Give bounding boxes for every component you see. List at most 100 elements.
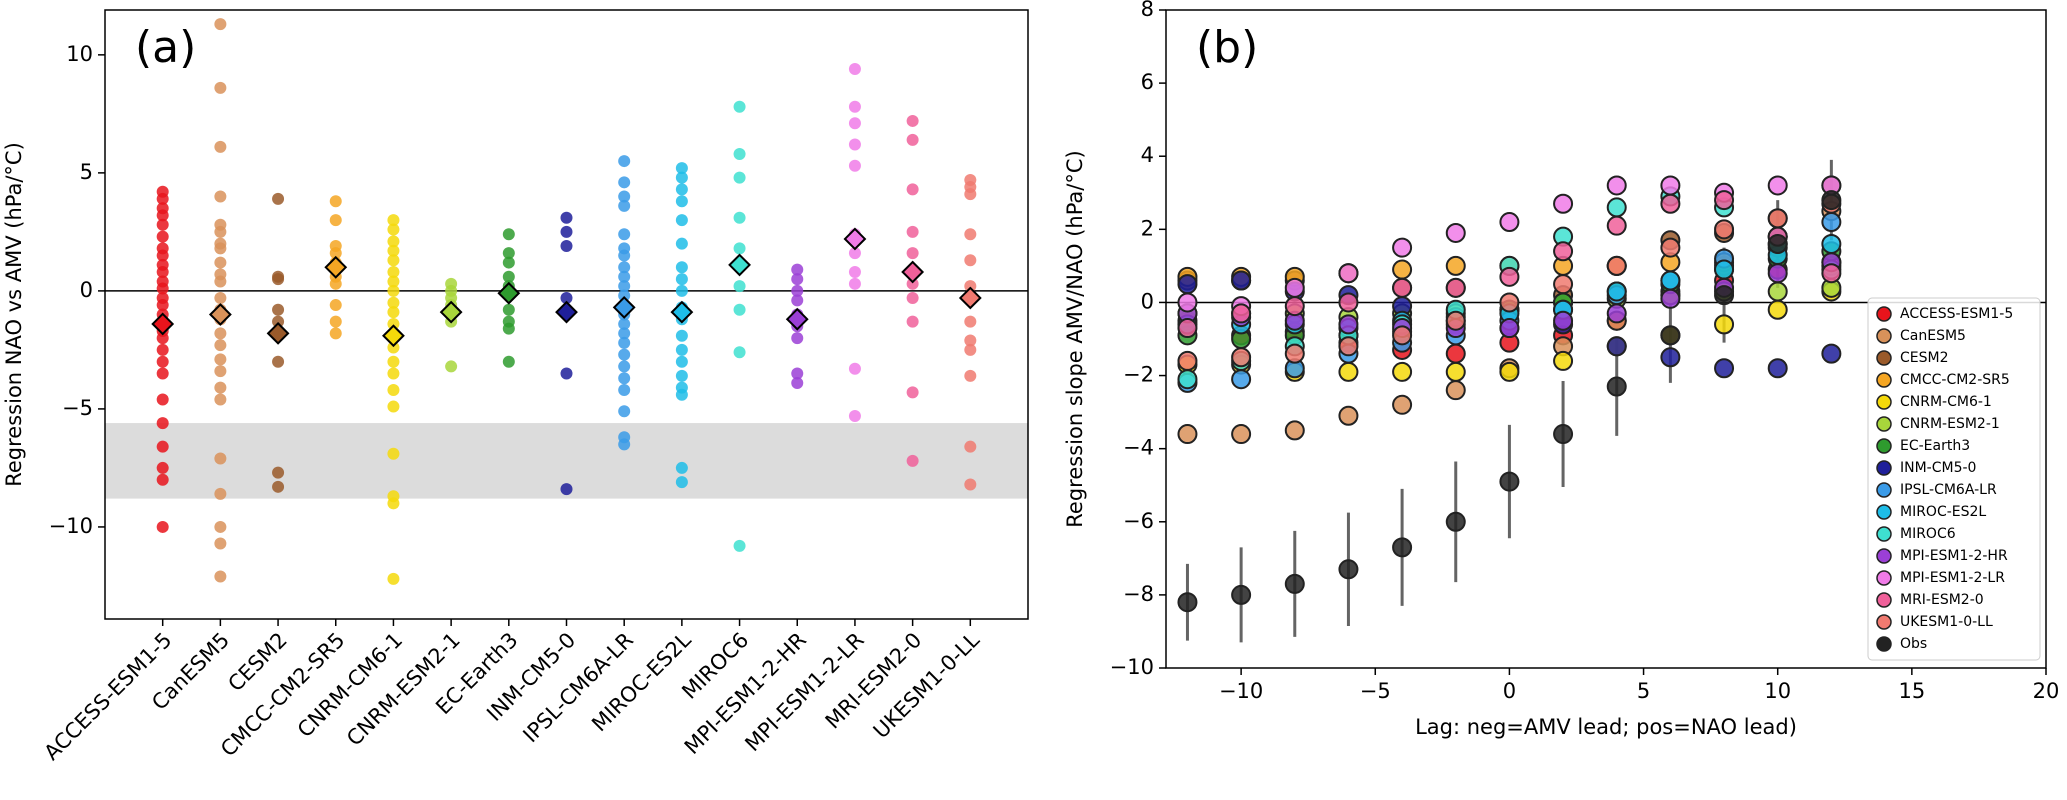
- member-point: [387, 235, 400, 248]
- member-point: [791, 273, 804, 286]
- data-point: [1177, 424, 1198, 445]
- member-point: [156, 473, 169, 486]
- legend-label: MIROC6: [1900, 526, 1956, 542]
- member-point: [156, 209, 169, 222]
- data-point: [1284, 573, 1305, 594]
- legend-marker: [1876, 460, 1892, 476]
- member-point: [387, 384, 400, 397]
- member-point: [675, 273, 688, 286]
- data-point: [1606, 281, 1627, 302]
- y-tick-label: −4: [1123, 436, 1154, 460]
- x-tick-label: 5: [1637, 679, 1650, 703]
- member-point: [964, 369, 977, 382]
- legend-box: [1867, 297, 2041, 661]
- member-point: [272, 315, 285, 328]
- data-point: [1767, 175, 1788, 196]
- data-point: [1821, 212, 1842, 233]
- y-tick-label: −2: [1123, 363, 1154, 387]
- data-point: [1660, 237, 1681, 258]
- member-point: [618, 372, 631, 385]
- legend-marker: [1876, 438, 1892, 454]
- data-point: [1767, 299, 1788, 320]
- mean-diamond: [208, 303, 232, 326]
- data-point: [1284, 277, 1305, 298]
- mean-diamond: [843, 227, 867, 251]
- mean-diamond: [670, 300, 694, 324]
- x-tick-label: 10: [1764, 679, 1791, 703]
- member-point: [964, 254, 977, 267]
- data-point: [1231, 270, 1252, 291]
- data-point: [1714, 219, 1735, 240]
- member-point: [848, 159, 861, 172]
- member-point: [906, 454, 919, 467]
- member-point: [848, 117, 861, 130]
- x-axis-label: Lag: neg=AMV lead; pos=NAO lead): [1415, 715, 1797, 739]
- member-point: [733, 147, 746, 160]
- member-point: [329, 214, 342, 227]
- member-point: [272, 466, 285, 479]
- member-point: [618, 249, 631, 262]
- legend-label: Obs: [1900, 636, 1927, 652]
- data-point: [1445, 277, 1466, 298]
- member-point: [272, 273, 285, 286]
- member-point: [733, 539, 746, 552]
- member-point: [156, 461, 169, 474]
- member-point: [560, 211, 573, 224]
- member-point: [156, 282, 169, 295]
- data-point: [1338, 314, 1359, 335]
- legend-marker: [1876, 526, 1892, 542]
- member-point: [214, 190, 227, 203]
- legend-label: CMCC-CM2-SR5: [1900, 372, 2010, 388]
- data-point: [1499, 361, 1520, 382]
- mean-diamond: [785, 307, 809, 331]
- data-point: [1660, 270, 1681, 291]
- data-point: [1177, 292, 1198, 313]
- data-point: [1714, 358, 1735, 379]
- member-point: [387, 296, 400, 309]
- data-point: [1231, 584, 1252, 605]
- legend-marker: [1876, 548, 1892, 564]
- data-point: [1553, 241, 1574, 262]
- data-point: [1767, 263, 1788, 284]
- member-point: [387, 306, 400, 319]
- member-point: [675, 261, 688, 274]
- data-point: [1499, 292, 1520, 313]
- member-point: [964, 315, 977, 328]
- member-point: [791, 284, 804, 297]
- member-point: [214, 353, 227, 366]
- data-point: [1553, 424, 1574, 445]
- y-axis-label: Regression slope AMV/NAO (hPa/°C): [1063, 150, 1087, 527]
- member-point: [906, 133, 919, 146]
- member-point: [675, 369, 688, 382]
- data-point: [1392, 394, 1413, 415]
- member-point: [156, 218, 169, 231]
- legend-label: CESM2: [1900, 350, 1949, 366]
- data-point: [1660, 193, 1681, 214]
- mean-diamond: [324, 255, 348, 279]
- legend-label: IPSL-CM6A-LR: [1900, 482, 1997, 498]
- member-point: [387, 266, 400, 279]
- data-point: [1767, 281, 1788, 302]
- member-point: [329, 277, 342, 290]
- x-tick-label: −10: [1219, 679, 1263, 703]
- panel-label: (a): [135, 22, 196, 73]
- member-point: [502, 228, 515, 241]
- x-tick-label: −5: [1360, 679, 1391, 703]
- member-point: [733, 100, 746, 113]
- data-point: [1445, 310, 1466, 331]
- data-point: [1606, 175, 1627, 196]
- member-point: [675, 214, 688, 227]
- member-point: [618, 438, 631, 451]
- y-tick-label: −8: [1123, 582, 1154, 606]
- data-point: [1392, 537, 1413, 558]
- data-point: [1392, 277, 1413, 298]
- x-tick-label: 20: [2033, 679, 2060, 703]
- member-point: [675, 237, 688, 250]
- member-point: [906, 291, 919, 304]
- data-point: [1177, 318, 1198, 339]
- data-point: [1660, 288, 1681, 309]
- member-point: [156, 355, 169, 368]
- member-point: [329, 327, 342, 340]
- member-point: [906, 114, 919, 127]
